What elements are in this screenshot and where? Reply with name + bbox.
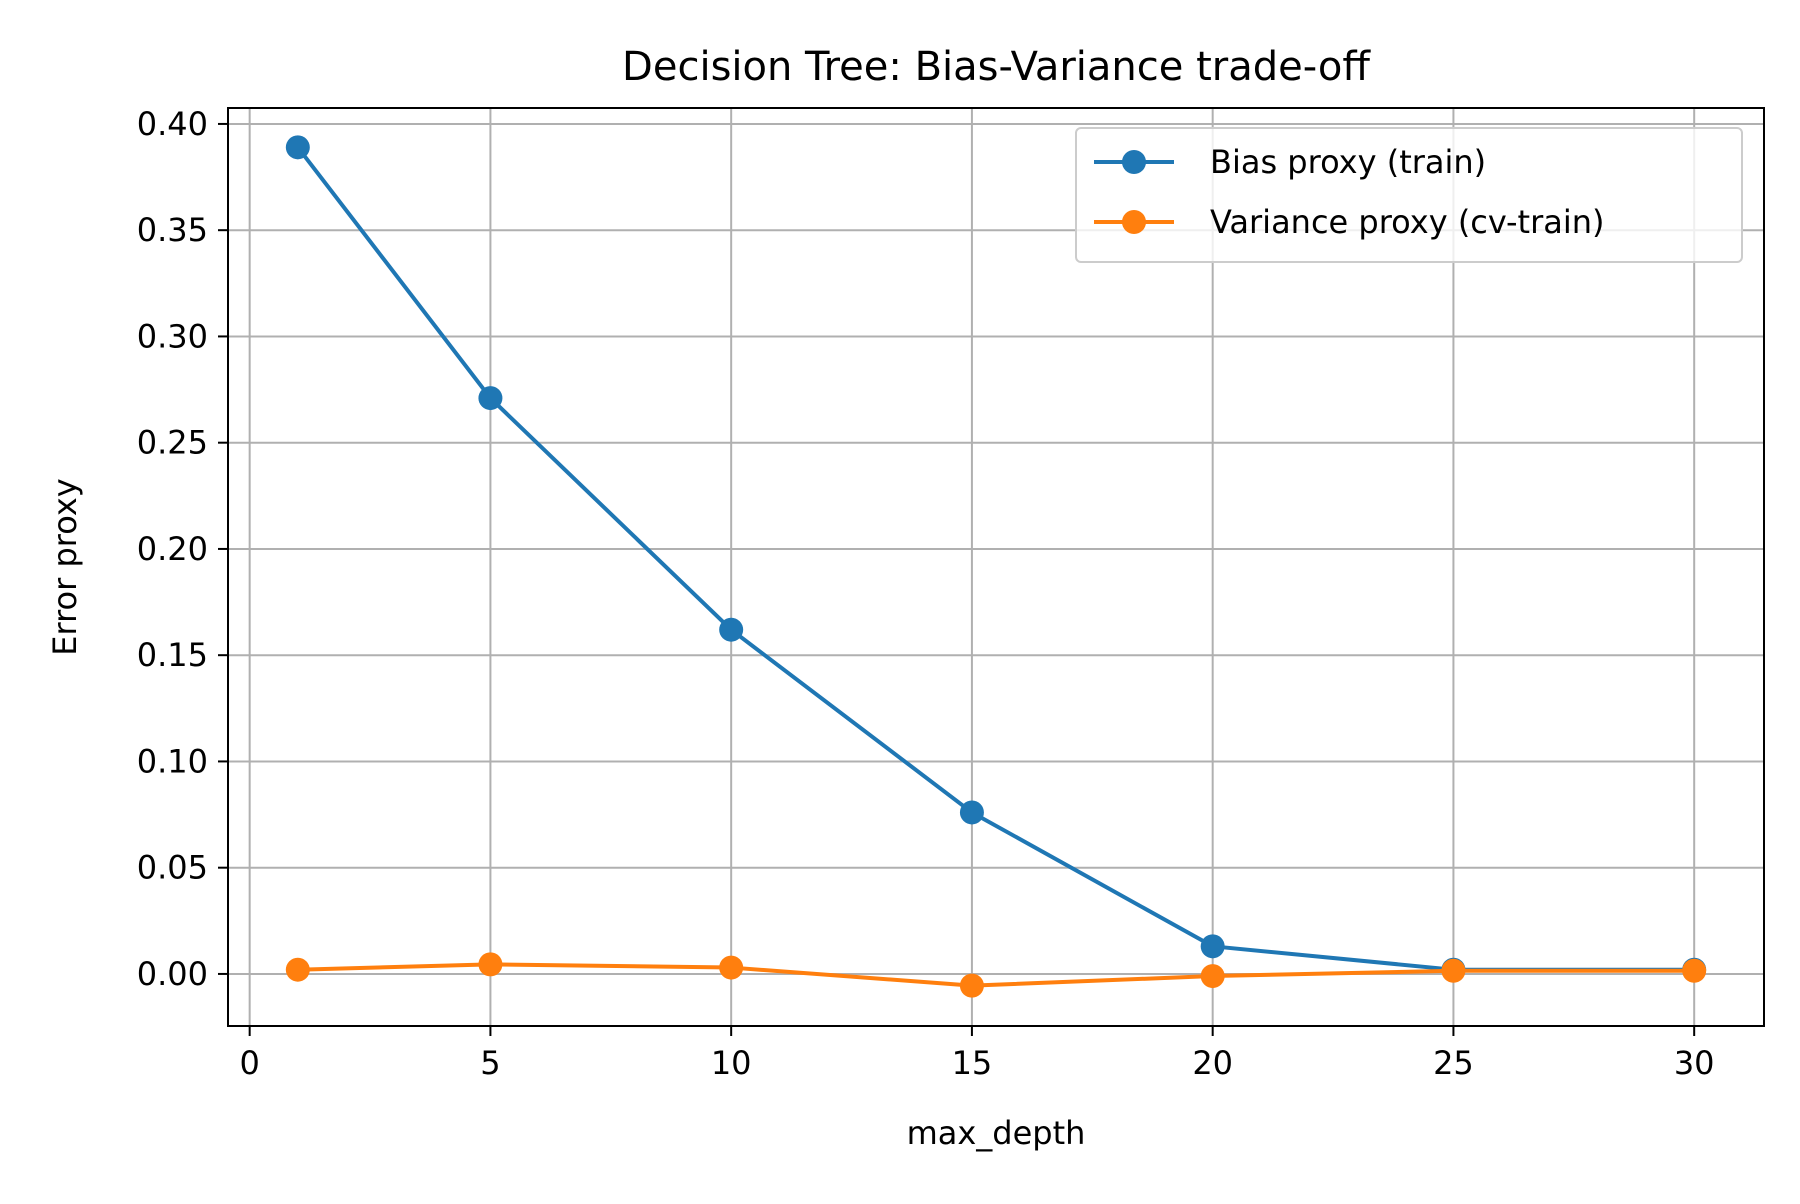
data-point: [959, 800, 984, 825]
data-point: [1200, 934, 1225, 959]
legend-entry: Variance proxy (cv-train): [1094, 203, 1604, 241]
x-tick-label: 5: [480, 1044, 500, 1082]
x-tick-label: 10: [711, 1044, 752, 1082]
x-axis-label: max_depth: [907, 1114, 1086, 1152]
y-tick-label: 0.00: [137, 955, 208, 993]
legend-box: [1075, 127, 1743, 263]
data-point: [959, 973, 984, 998]
plot-frame: [227, 107, 1765, 1027]
data-point: [478, 386, 503, 411]
legend-label: Variance proxy (cv-train): [1210, 203, 1604, 241]
y-tick-label: 0.05: [137, 849, 208, 887]
x-tick-label: 30: [1674, 1044, 1715, 1082]
chart-title: Decision Tree: Bias-Variance trade-off: [622, 44, 1371, 90]
y-axis-label: Error proxy: [46, 478, 84, 655]
y-tick-label: 0.35: [137, 211, 208, 249]
data-point: [1682, 958, 1707, 983]
legend-marker: [1122, 210, 1146, 234]
x-tick-label: 20: [1192, 1044, 1233, 1082]
legend-entries: Bias proxy (train) Variance proxy (cv-tra…: [1094, 143, 1604, 241]
data-point: [285, 957, 310, 982]
x-tick-label: 15: [952, 1044, 993, 1082]
axis-ticks: 0 5 10 15 20 25 30 0.00 0.05 0.10 0.15 0.20 0.25 0.30…: [137, 105, 1715, 1082]
data-point: [1441, 958, 1466, 983]
legend-entry: Bias proxy (train): [1094, 143, 1486, 181]
y-tick-label: 0.40: [137, 105, 208, 143]
legend: Bias proxy (train) Variance proxy (cv-tra…: [1075, 127, 1743, 263]
series-1: [285, 952, 1707, 998]
data-point: [719, 955, 744, 980]
y-tick-label: 0.10: [137, 742, 208, 780]
y-tick-label: 0.20: [137, 530, 208, 568]
x-tick-label: 25: [1433, 1044, 1474, 1082]
x-tick-label: 0: [239, 1044, 259, 1082]
data-point: [285, 135, 310, 160]
legend-label: Bias proxy (train): [1210, 143, 1486, 181]
y-tick-label: 0.25: [137, 424, 208, 462]
y-tick-label: 0.15: [137, 636, 208, 674]
y-tick-label: 0.30: [137, 317, 208, 355]
data-point: [478, 952, 503, 977]
data-point: [719, 617, 744, 642]
data-point: [1200, 964, 1225, 989]
series-group: [285, 135, 1707, 998]
legend-marker: [1122, 150, 1146, 174]
